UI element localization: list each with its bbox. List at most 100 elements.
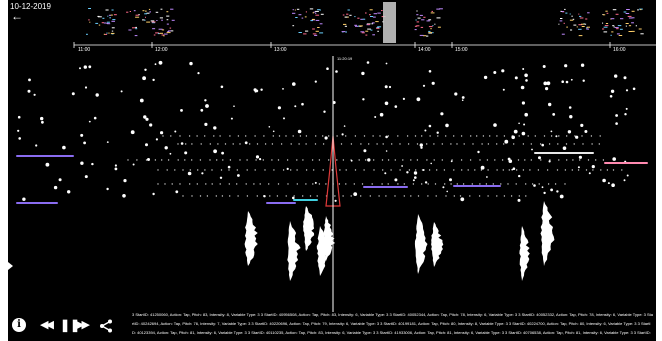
overview-mark	[132, 27, 136, 29]
pitch-dot	[166, 169, 168, 171]
event-dot	[314, 181, 317, 184]
pitch-dot	[565, 143, 568, 145]
overview-mark	[612, 9, 617, 11]
pitch-dot	[534, 135, 536, 137]
event-dot	[152, 192, 155, 196]
playhead-time-label: 11:20:19	[337, 56, 353, 61]
info-icon[interactable]: i	[12, 318, 26, 332]
pitch-dot	[245, 135, 247, 137]
pitch-dot	[453, 195, 455, 197]
event-dot	[449, 178, 452, 182]
overview-mark	[616, 28, 619, 30]
pitch-dot	[450, 143, 452, 145]
event-dot	[154, 63, 157, 66]
scroll-left-handle-icon[interactable]	[8, 262, 13, 270]
overview-mark	[108, 32, 110, 34]
overview-mark	[423, 16, 426, 18]
event-dot	[607, 182, 610, 185]
overview-mark	[437, 26, 441, 28]
overview-mark	[159, 32, 163, 34]
overview-mark	[431, 10, 433, 12]
overview-mark	[345, 31, 347, 33]
waveform-shape	[316, 226, 331, 276]
event-dot	[461, 99, 464, 101]
overview-mark	[618, 35, 623, 36]
overview-mark	[611, 31, 614, 33]
duration-bar	[266, 202, 296, 204]
pitch-dot	[403, 195, 405, 197]
event-dot	[294, 105, 297, 108]
event-dot	[533, 184, 536, 187]
pitch-dot	[215, 195, 217, 197]
event-dot	[582, 79, 585, 82]
pitch-dot	[249, 143, 251, 145]
overview-strip[interactable]	[8, 0, 656, 44]
pitch-dot	[421, 135, 423, 137]
back-arrow-icon[interactable]: ←	[11, 9, 23, 23]
overview-mark	[346, 13, 349, 15]
overview-mark	[315, 14, 320, 16]
pitch-dot	[538, 183, 540, 185]
event-dot	[120, 90, 123, 93]
overview-mark	[146, 21, 151, 23]
pitch-dot	[154, 159, 157, 161]
event-dot	[518, 174, 521, 178]
overview-mark	[416, 14, 419, 16]
overview-mark	[166, 32, 171, 34]
pitch-dot	[385, 195, 387, 197]
event-dot	[424, 129, 427, 132]
overview-mark	[163, 33, 168, 35]
pitch-dot	[500, 183, 502, 185]
pitch-dot	[182, 195, 184, 197]
rewind-icon[interactable]: ◀◀	[40, 319, 54, 331]
event-dot	[283, 117, 285, 120]
overview-mark	[377, 12, 381, 14]
event-dot	[612, 157, 616, 161]
pitch-dot	[437, 135, 439, 137]
overview-mark	[370, 16, 374, 17]
pause-icon[interactable]: ❚❚	[60, 318, 81, 332]
event-dot	[219, 176, 223, 179]
pitch-dot	[360, 195, 362, 197]
event-dot	[548, 160, 551, 163]
event-dot	[518, 122, 520, 125]
event-dot	[22, 197, 26, 201]
event-dot	[260, 88, 263, 91]
overview-mark	[367, 23, 370, 25]
pitch-dot	[566, 159, 568, 161]
overview-mark	[135, 14, 139, 16]
pitch-dot	[253, 183, 255, 185]
pitch-dot	[287, 183, 289, 185]
share-icon[interactable]	[99, 319, 113, 333]
pitch-dot	[574, 135, 576, 137]
pitch-dot	[167, 159, 170, 161]
overview-mark	[640, 9, 642, 11]
pitch-dot	[164, 183, 166, 185]
duration-bar	[363, 186, 408, 188]
pitch-dot	[211, 183, 213, 185]
event-dot	[132, 163, 135, 166]
overview-mark	[439, 8, 443, 10]
pitch-dot	[463, 143, 465, 145]
overview-viewport	[383, 2, 396, 43]
pitch-dot	[558, 135, 560, 137]
pitch-dot	[474, 169, 476, 171]
pitch-dot	[476, 135, 478, 137]
event-dot	[122, 194, 126, 198]
event-dot	[406, 171, 409, 174]
event-dot	[142, 76, 147, 81]
fast-forward-icon[interactable]: ▶▶	[76, 319, 90, 331]
overview-mark	[371, 22, 375, 24]
overview-mark	[170, 8, 174, 10]
waveform-shape	[519, 226, 530, 281]
event-canvas[interactable]	[8, 56, 656, 312]
event-dot	[58, 178, 62, 182]
pitch-dot	[573, 143, 575, 145]
event-dot	[341, 133, 344, 136]
timeline-axis[interactable]	[8, 38, 656, 56]
event-dot	[550, 188, 553, 192]
pitch-dot	[471, 183, 473, 185]
pitch-dot	[302, 159, 304, 161]
overview-mark	[148, 8, 151, 10]
pitch-dot	[453, 169, 455, 171]
